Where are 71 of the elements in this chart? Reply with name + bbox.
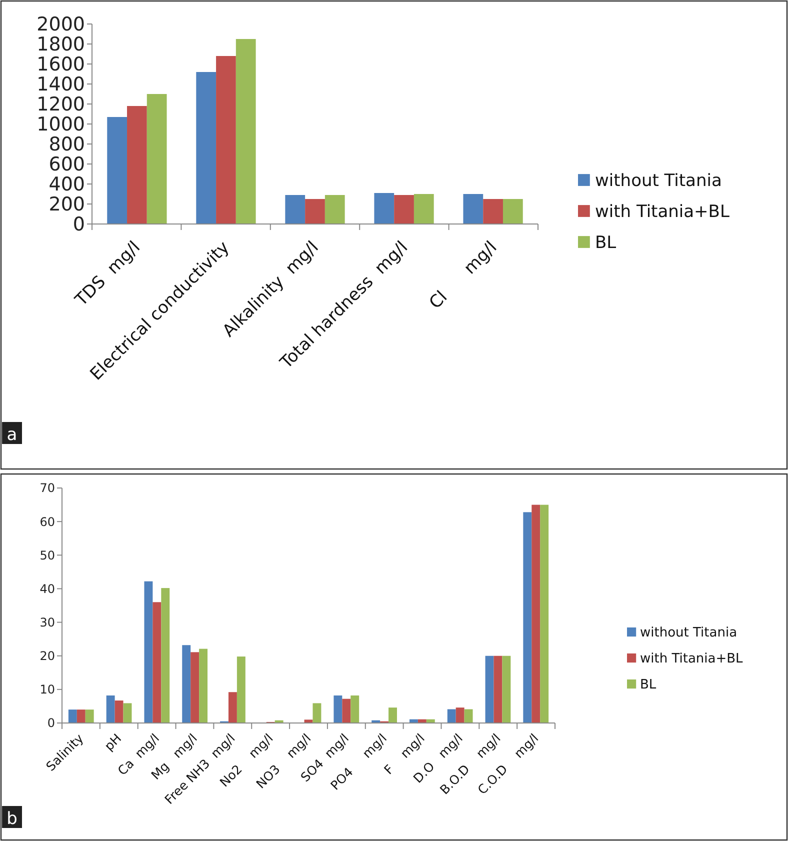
- y-tick-label: 200: [48, 194, 85, 216]
- bar: [456, 708, 464, 723]
- bar: [305, 199, 325, 224]
- bar: [523, 512, 532, 723]
- y-tick-label: 30: [40, 615, 55, 630]
- bar: [540, 504, 549, 723]
- legend-label: with Titania+BL: [640, 652, 744, 667]
- y-tick-label: 0: [47, 716, 55, 730]
- bar: [464, 709, 473, 723]
- y-tick-label: 1800: [36, 34, 85, 56]
- legend-label: without Titania: [640, 626, 738, 641]
- bar: [182, 645, 191, 723]
- bar: [350, 695, 360, 723]
- legend-label: BL: [640, 678, 657, 693]
- bar: [196, 72, 216, 224]
- bar: [236, 656, 246, 723]
- bar: [285, 195, 306, 224]
- legend-label: without Titania: [595, 170, 722, 191]
- bar: [152, 602, 162, 723]
- text: b: [6, 808, 18, 829]
- y-tick-label: 60: [40, 514, 55, 529]
- bar: [334, 695, 342, 723]
- bar: [161, 588, 170, 723]
- bar: [107, 117, 128, 224]
- bar: [312, 703, 322, 723]
- bar: [502, 199, 523, 224]
- bar: [199, 648, 208, 723]
- bar: [106, 695, 115, 723]
- bar: [342, 698, 351, 723]
- bar: [447, 709, 456, 723]
- bar: [228, 692, 237, 723]
- x-tick-label: pH: [101, 730, 124, 754]
- y-tick-label: 0: [72, 214, 85, 236]
- bar: [123, 703, 132, 723]
- y-tick-label: 600: [48, 154, 85, 176]
- bar: [483, 199, 503, 224]
- bar: [388, 708, 397, 723]
- bar: [190, 652, 200, 723]
- bar: [414, 194, 434, 224]
- y-tick-label: 800: [48, 134, 85, 156]
- bar: [236, 39, 256, 224]
- bar: [532, 504, 540, 723]
- bar: [216, 56, 236, 224]
- y-tick-label: 400: [48, 174, 85, 196]
- text: a: [6, 424, 18, 445]
- bar: [394, 195, 414, 224]
- bar: [146, 94, 167, 224]
- bar: [494, 656, 502, 723]
- bar: [68, 710, 77, 723]
- y-tick-label: 10: [40, 682, 55, 697]
- y-tick-label: 40: [40, 582, 55, 596]
- y-tick-label: 1000: [36, 114, 85, 136]
- bar: [485, 656, 494, 723]
- bar: [502, 656, 511, 723]
- bar: [144, 581, 153, 723]
- y-tick-label: 50: [40, 548, 55, 562]
- bar: [85, 710, 94, 723]
- bar: [324, 195, 345, 224]
- bar: [127, 106, 147, 224]
- y-tick-label: 2000: [36, 14, 85, 36]
- y-tick-label: 1600: [36, 54, 85, 76]
- legend-label: with Titania+BL: [595, 202, 730, 222]
- legend-label: BL: [595, 232, 617, 253]
- bar: [76, 710, 86, 723]
- bar: [463, 194, 484, 224]
- y-tick-label: 1400: [36, 74, 85, 96]
- y-tick-label: 1200: [36, 94, 85, 116]
- bar: [374, 193, 394, 224]
- y-tick-label: 70: [40, 481, 55, 496]
- y-tick-label: 20: [40, 649, 55, 664]
- bar: [114, 700, 124, 723]
